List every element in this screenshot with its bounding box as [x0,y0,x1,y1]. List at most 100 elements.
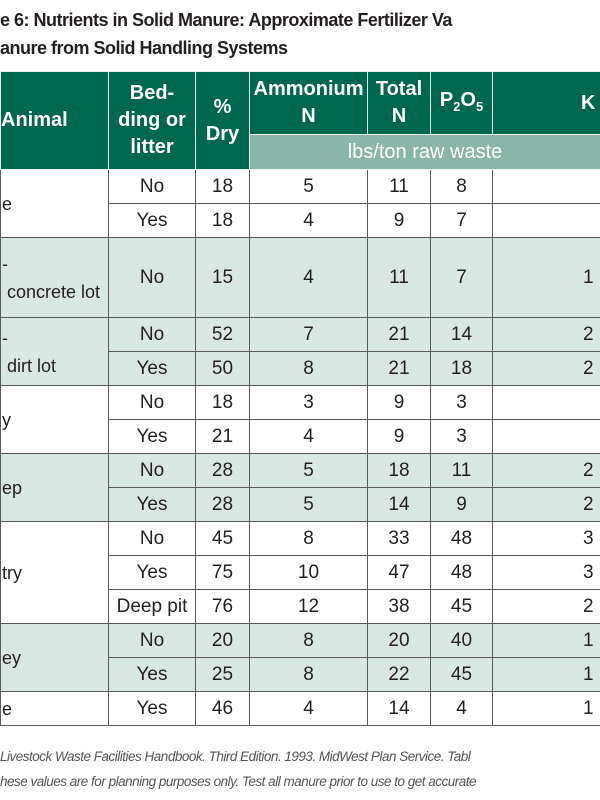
header-dry: % Dry [195,71,250,170]
bedding-cell: Yes [108,657,196,692]
ammonium-cell: 4 [249,691,368,726]
k-cell [492,419,600,454]
total-n-cell: 14 [367,487,431,522]
p2o5-cell: 3 [430,385,493,420]
bedding-cell: No [108,317,196,352]
ammonium-cell: 5 [249,169,368,204]
k-cell: 1 [492,657,600,692]
animal-cell: e [0,691,109,726]
table-row: Yes 18 4 9 7 [1,203,600,238]
animal-cell: ey [0,623,109,692]
table-row: - concrete lot No 15 4 11 7 1 [0,237,600,318]
animal-cell: try [0,521,109,624]
bedding-cell: Deep pit [108,589,196,624]
dry-cell: 46 [195,691,250,726]
header-ammonium-n: Ammonium N [249,71,368,135]
total-n-cell: 33 [367,521,431,556]
dry-cell: 75 [195,555,250,590]
table-title-line-2: anure from Solid Handling Systems [0,38,288,58]
dry-cell: 18 [195,169,250,204]
animal-cell: - dirt lot [0,317,109,386]
table-row: ep No 28 5 18 11 2 [0,453,600,522]
bedding-cell: No [108,237,196,318]
table-row: ey No 20 8 20 40 1 [0,623,600,692]
bedding-cell: No [108,169,196,204]
table-row: Yes 75 10 47 48 3 [1,555,600,590]
k-cell [492,385,600,420]
p2o5-cell: 48 [430,555,493,590]
k-cell: 2 [492,453,600,488]
p2o5-cell: 7 [430,203,493,238]
dry-cell: 76 [195,589,250,624]
ammonium-cell: 8 [249,657,368,692]
table-row: Yes 28 5 14 9 2 [1,487,600,522]
nutrients-table: Animal Bed- ding or litter % Dry Ammoniu… [0,71,600,726]
k-cell: 1 [492,237,600,318]
bedding-cell: No [108,623,196,658]
p2o5-sub-2: 2 [453,98,461,114]
ammonium-cell: 4 [249,203,368,238]
total-n-cell: 14 [367,691,431,726]
ammonium-cell: 8 [249,351,368,386]
table-row: Yes 25 8 22 45 1 [1,657,600,692]
header-total-n: Total N [367,71,431,135]
ammonium-cell: 8 [249,521,368,556]
p2o5-cell: 9 [430,487,493,522]
total-n-cell: 21 [367,317,431,352]
p2o5-cell: 4 [430,691,493,726]
header-animal: Animal [0,71,109,170]
bedding-cell: No [108,385,196,420]
table-row: - dirt lot No 52 7 21 14 2 [0,317,600,386]
p2o5-p: P [439,88,454,111]
dry-cell: 18 [195,385,250,420]
dry-cell: 45 [195,521,250,556]
bedding-cell: Yes [108,555,196,590]
table-title: e 6: Nutrients in Solid Manure: Approxim… [0,10,452,30]
k-cell: 2 [492,317,600,352]
ammonium-cell: 7 [249,317,368,352]
dry-cell: 21 [195,419,250,454]
ammonium-cell: 5 [249,453,368,488]
total-n-cell: 9 [367,419,431,454]
dry-cell: 28 [195,453,250,488]
bedding-cell: Yes [108,351,196,386]
header-p2o5: P2O5 [430,71,493,135]
bedding-cell: No [108,453,196,488]
p2o5-cell: 45 [430,657,493,692]
ammonium-cell: 5 [249,487,368,522]
total-n-cell: 9 [367,385,431,420]
ammonium-cell: 4 [249,419,368,454]
total-n-cell: 21 [367,351,431,386]
animal-cell: - concrete lot [0,237,109,318]
total-n-cell: 11 [367,169,431,204]
dry-cell: 15 [195,237,250,318]
table-row: try No 45 8 33 48 3 [0,521,600,624]
disclaimer-note: hese values are for planning purposes on… [0,774,477,789]
p2o5-sub-5: 5 [475,98,484,114]
k-cell: 3 [492,521,600,556]
animal-cell: y [0,385,109,454]
dry-cell: 25 [195,657,250,692]
k-cell: 3 [492,555,600,590]
total-n-cell: 11 [367,237,431,318]
dry-cell: 18 [195,203,250,238]
ammonium-cell: 8 [249,623,368,658]
p2o5-cell: 40 [430,623,493,658]
ammonium-cell: 4 [249,237,368,318]
total-n-cell: 47 [367,555,431,590]
dry-cell: 52 [195,317,250,352]
total-n-cell: 38 [367,589,431,624]
total-n-cell: 20 [367,623,431,658]
total-n-cell: 18 [367,453,431,488]
total-n-cell: 9 [367,203,431,238]
ammonium-cell: 12 [249,589,368,624]
k-cell: 1 [492,691,600,726]
p2o5-o: O [460,88,476,111]
animal-cell: ep [0,453,109,522]
table-row: e Yes 46 4 14 4 1 [0,691,600,726]
table-body: e No 18 5 11 8 Yes 18 4 9 7- concrete lot No 15 4 11 7 1… [0,169,600,726]
p2o5-cell: 7 [430,237,493,318]
p2o5-cell: 14 [430,317,493,352]
bedding-cell: Yes [108,691,196,726]
table-row: y No 18 3 9 3 [0,385,600,454]
